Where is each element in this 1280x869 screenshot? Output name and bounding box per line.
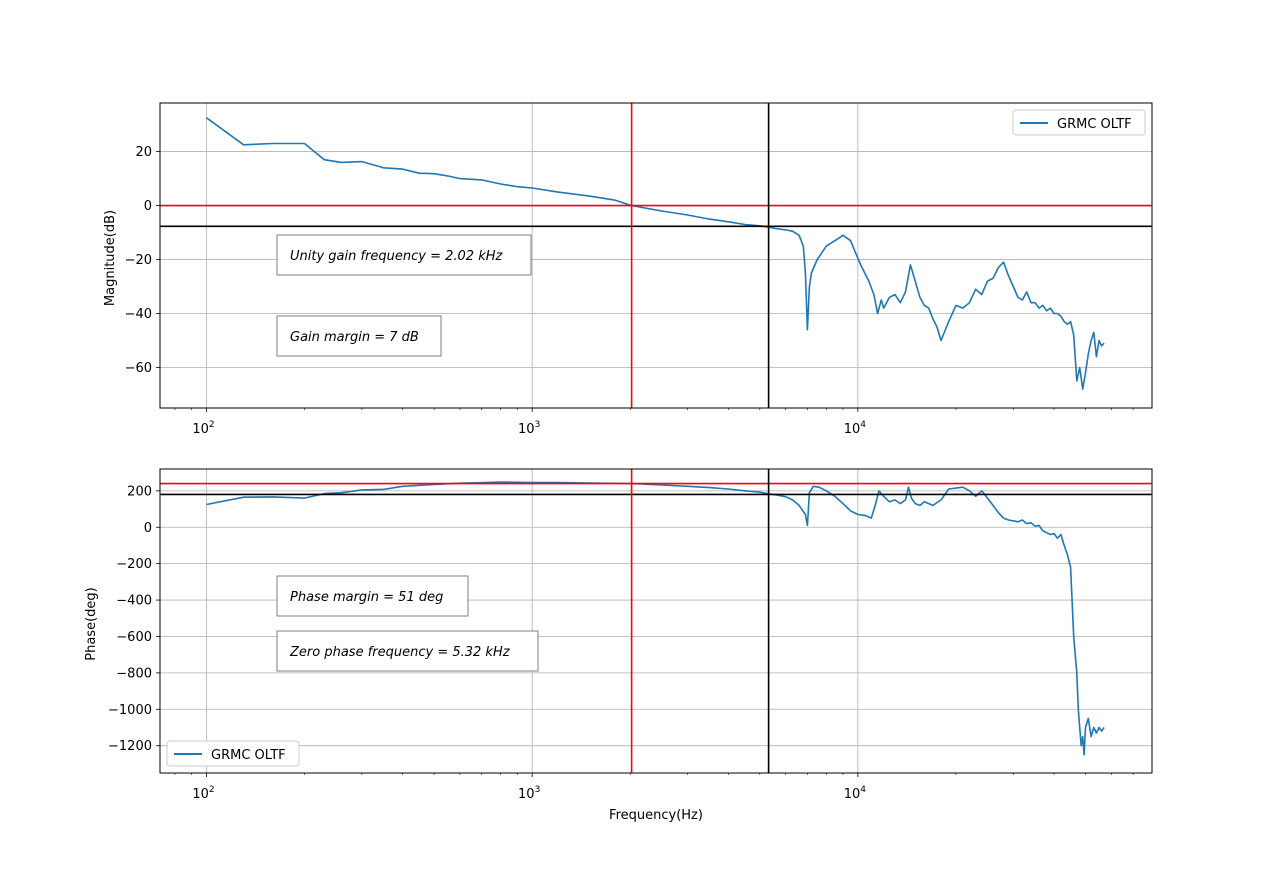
- phase-y-tick-label: 200: [127, 484, 152, 499]
- magnitude-ylabel: Magnitude(dB): [103, 210, 118, 306]
- phase-y-tick-label: −1000: [108, 703, 152, 718]
- phase-legend: GRMC OLTF: [166, 740, 300, 767]
- phase-margin-annotation: Phase margin = 51 deg: [276, 575, 469, 617]
- phase-xlabel: Frequency(Hz): [609, 808, 703, 823]
- magnitude-y-tick-label: −60: [125, 361, 152, 376]
- magnitude-y-tick-label: 0: [144, 199, 152, 214]
- phase-y-tick-label: −600: [116, 630, 152, 645]
- phase-margin-annotation-text: Phase margin = 51 deg: [290, 590, 443, 605]
- phase-y-tick-label: −200: [116, 557, 152, 572]
- magnitude-legend-label: GRMC OLTF: [1057, 117, 1132, 132]
- phase-y-tick-label: −800: [116, 666, 152, 681]
- phase-ylabel: Phase(deg): [84, 587, 99, 660]
- zero-phase-annotation: Zero phase frequency = 5.32 kHz: [276, 630, 539, 672]
- phase-y-tick-label: −1200: [108, 739, 152, 754]
- unity-gain-annotation: Unity gain frequency = 2.02 kHz: [276, 234, 532, 276]
- phase-y-tick-label: 0: [144, 521, 152, 536]
- magnitude-reference-lines: [160, 103, 1152, 408]
- phase-y-tick-label: −400: [116, 594, 152, 609]
- gain-margin-annotation: Gain margin = 7 dB: [276, 315, 442, 357]
- unity-gain-annotation-text: Unity gain frequency = 2.02 kHz: [290, 249, 504, 264]
- phase-legend-label: GRMC OLTF: [211, 748, 286, 763]
- phase-reference-lines: [160, 469, 1152, 773]
- magnitude-legend: GRMC OLTF: [1012, 109, 1146, 136]
- magnitude-series-line: [206, 117, 1105, 390]
- phase-axes-frame: [159, 468, 1153, 774]
- zero-phase-annotation-text: Zero phase frequency = 5.32 kHz: [289, 645, 511, 660]
- magnitude-y-tick-label: −40: [125, 307, 152, 322]
- magnitude-grid: [160, 103, 1152, 408]
- magnitude-axes-frame: [159, 102, 1153, 409]
- magnitude-data: [206, 117, 1105, 390]
- gain-margin-annotation-text: Gain margin = 7 dB: [290, 330, 419, 345]
- phase-panel: 102 103 1042000−200−400−600−800−1000−1200 …: [84, 468, 1153, 823]
- magnitude-y-tick-label: −20: [125, 253, 152, 268]
- magnitude-y-tick-label: 20: [135, 145, 152, 160]
